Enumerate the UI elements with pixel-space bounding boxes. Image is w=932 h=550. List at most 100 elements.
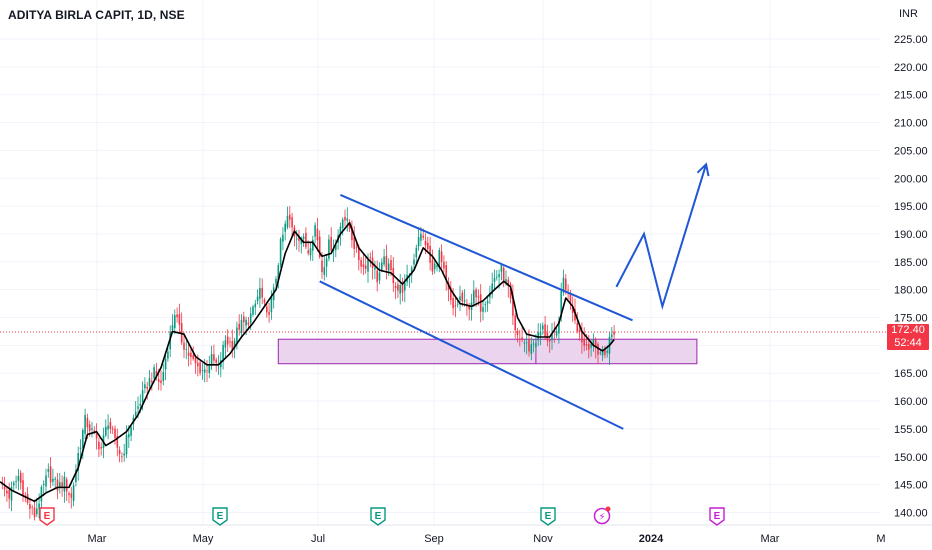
- candle-body: [167, 351, 169, 359]
- dividend-marker[interactable]: ⚡: [593, 506, 611, 525]
- x-tick-label: Sep: [424, 533, 444, 545]
- candle: [79, 439, 82, 458]
- dividend-dot: [605, 506, 611, 512]
- demand-zone-rect[interactable]: [277, 338, 698, 365]
- candle: [328, 234, 330, 262]
- candle: [279, 237, 282, 268]
- grid: [0, 0, 886, 525]
- candle-body: [567, 289, 569, 291]
- candle: [500, 262, 503, 281]
- candle: [484, 301, 487, 313]
- candle: [314, 222, 316, 244]
- candle: [231, 329, 234, 358]
- candle-body: [63, 476, 66, 492]
- demand-zone[interactable]: [277, 338, 698, 365]
- candle-body: [351, 227, 353, 241]
- trendlines[interactable]: [319, 162, 710, 430]
- candle-body: [581, 331, 583, 343]
- candle: [121, 452, 123, 463]
- candle: [284, 220, 286, 241]
- candle: [413, 253, 415, 269]
- candle: [45, 468, 47, 493]
- candle-body: [263, 299, 266, 303]
- candle-body: [192, 355, 194, 359]
- candle: [222, 340, 224, 370]
- candle-body: [275, 278, 277, 284]
- candle: [473, 280, 475, 308]
- candle-body: [137, 406, 139, 409]
- candle-body: [456, 303, 459, 305]
- earnings-letter: E: [714, 511, 721, 522]
- candle: [6, 487, 8, 502]
- candle: [479, 284, 482, 323]
- candle: [302, 233, 305, 247]
- candle-body: [210, 353, 213, 366]
- candle-body: [151, 380, 153, 383]
- earnings-marker[interactable]: E: [212, 507, 228, 526]
- symbol-title[interactable]: ADITYA BIRLA CAPIT, 1D, NSE: [8, 8, 185, 22]
- candle: [576, 312, 579, 334]
- candle-body: [562, 277, 565, 293]
- candle-body: [360, 259, 362, 267]
- candle: [213, 344, 215, 366]
- candle-body: [565, 278, 567, 290]
- currency-label[interactable]: INR: [899, 8, 918, 20]
- candle-body: [284, 223, 286, 232]
- candle: [259, 277, 261, 308]
- candle: [77, 446, 79, 481]
- candle-body: [367, 259, 369, 272]
- candle: [226, 329, 229, 353]
- x-axis[interactable]: Mar May Jul Sep Nov 2024 Mar M: [0, 524, 932, 545]
- x-tick-label: 2024: [639, 533, 664, 545]
- candle-body: [61, 482, 63, 488]
- candle: [105, 419, 107, 438]
- candle: [84, 408, 86, 440]
- candle-body: [238, 323, 240, 330]
- candle: [383, 248, 385, 267]
- candle-body: [410, 267, 413, 275]
- candle: [116, 428, 119, 457]
- candle-body: [95, 433, 98, 439]
- candle: [100, 442, 102, 456]
- candle-body: [431, 260, 434, 272]
- candle-body: [544, 324, 546, 337]
- candle: [164, 355, 167, 381]
- x-tick-label: Mar: [88, 533, 107, 545]
- y-axis[interactable]: 140.00145.00150.00155.00160.00165.00170.…: [894, 34, 928, 519]
- earnings-marker[interactable]: E: [39, 507, 55, 526]
- candle-body: [183, 342, 185, 350]
- candle-body: [401, 284, 404, 293]
- earnings-marker[interactable]: E: [370, 507, 386, 526]
- candle: [599, 350, 602, 356]
- candle: [252, 304, 254, 317]
- candle: [404, 274, 406, 303]
- earnings-marker[interactable]: E: [709, 507, 725, 526]
- candle: [167, 347, 169, 362]
- candle-body: [114, 428, 116, 438]
- candle-body: [505, 279, 507, 284]
- candle-body: [463, 300, 466, 302]
- candle-body: [415, 247, 418, 258]
- channel-upper-line[interactable]: [340, 194, 633, 322]
- candle-body: [530, 344, 533, 354]
- projection-arrowhead[interactable]: [696, 162, 710, 177]
- candle-body: [286, 215, 289, 228]
- candle-body: [473, 290, 475, 304]
- event-markers[interactable]: E E E E ⚡ E: [39, 506, 725, 526]
- candle: [353, 226, 355, 258]
- earnings-marker[interactable]: E: [540, 507, 556, 526]
- candle-body: [47, 469, 50, 472]
- candle: [427, 236, 429, 254]
- candle: [542, 322, 544, 335]
- candle-body: [201, 369, 204, 371]
- candle: [445, 261, 447, 291]
- candle: [282, 227, 284, 251]
- candle: [385, 244, 388, 280]
- projection-path[interactable]: [615, 164, 708, 311]
- channel-lower-line[interactable]: [319, 280, 624, 430]
- candle: [470, 293, 473, 321]
- candle: [611, 327, 613, 343]
- candle: [29, 498, 31, 519]
- candle-body: [433, 263, 436, 270]
